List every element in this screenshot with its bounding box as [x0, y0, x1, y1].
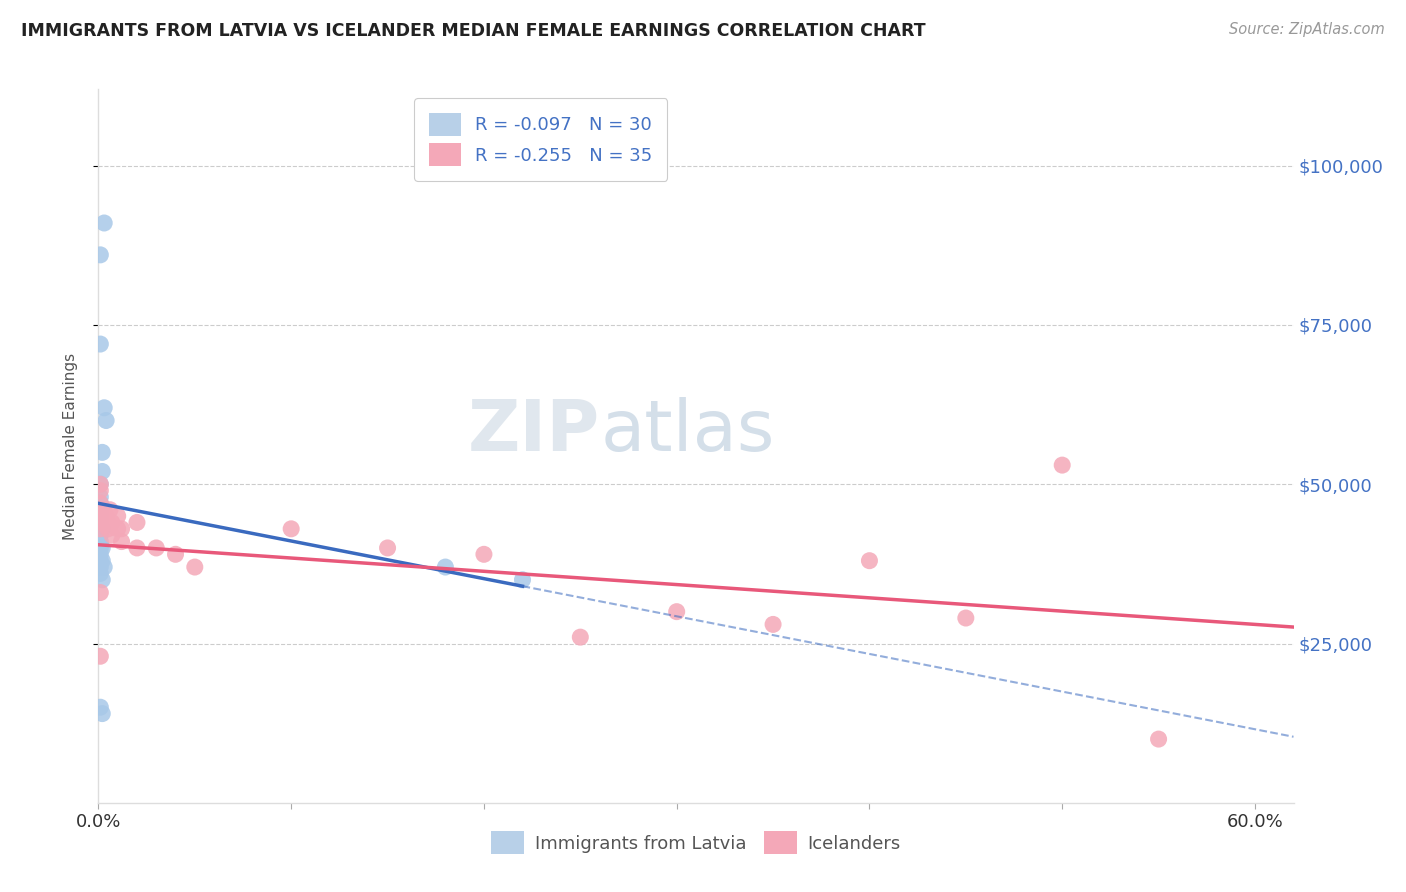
Text: IMMIGRANTS FROM LATVIA VS ICELANDER MEDIAN FEMALE EARNINGS CORRELATION CHART: IMMIGRANTS FROM LATVIA VS ICELANDER MEDI… [21, 22, 925, 40]
Point [89, 554, 111, 568]
Legend: Immigrants from Latvia, Icelanders: Immigrants from Latvia, Icelanders [481, 821, 911, 865]
Point [665, 605, 688, 619]
Point [98, 502, 121, 516]
Point [89, 248, 111, 262]
Point [110, 522, 132, 536]
Point [91, 502, 114, 516]
Point [110, 534, 132, 549]
Point [89, 541, 111, 555]
Point [280, 522, 302, 536]
Point [91, 573, 114, 587]
Point [107, 522, 129, 536]
Point [125, 516, 148, 530]
Point [955, 611, 977, 625]
Point [89, 483, 111, 498]
Point [89, 509, 111, 524]
Point [93, 216, 115, 230]
Point [89, 477, 111, 491]
Point [1147, 732, 1170, 747]
Y-axis label: Median Female Earnings: Median Female Earnings [63, 352, 77, 540]
Point [101, 516, 124, 530]
Point [858, 554, 880, 568]
Point [377, 541, 399, 555]
Point [89, 534, 111, 549]
Point [94, 413, 117, 427]
Point [184, 560, 207, 574]
Point [93, 502, 115, 516]
Point [89, 502, 111, 516]
Point [512, 573, 534, 587]
Point [101, 528, 124, 542]
Point [91, 445, 114, 459]
Point [93, 560, 115, 574]
Point [94, 509, 117, 524]
Point [91, 522, 114, 536]
Point [434, 560, 457, 574]
Point [97, 522, 120, 536]
Point [91, 516, 114, 530]
Text: atlas: atlas [600, 397, 775, 467]
Point [165, 547, 187, 561]
Text: ZIP: ZIP [468, 397, 600, 467]
Point [89, 337, 111, 351]
Point [762, 617, 785, 632]
Point [89, 649, 111, 664]
Point [89, 528, 111, 542]
Point [89, 522, 111, 536]
Point [97, 516, 120, 530]
Point [91, 706, 114, 721]
Point [145, 541, 167, 555]
Point [125, 541, 148, 555]
Point [89, 560, 111, 574]
Point [89, 566, 111, 581]
Text: Source: ZipAtlas.com: Source: ZipAtlas.com [1229, 22, 1385, 37]
Point [569, 630, 592, 644]
Point [89, 516, 111, 530]
Point [89, 490, 111, 504]
Point [93, 401, 115, 415]
Point [89, 477, 111, 491]
Point [107, 509, 129, 524]
Point [89, 522, 111, 536]
Point [89, 700, 111, 714]
Point [89, 496, 111, 510]
Point [91, 465, 114, 479]
Point [89, 547, 111, 561]
Point [1050, 458, 1073, 472]
Point [91, 541, 114, 555]
Point [472, 547, 495, 561]
Point [89, 509, 111, 524]
Point [89, 496, 111, 510]
Point [91, 554, 114, 568]
Point [89, 585, 111, 599]
